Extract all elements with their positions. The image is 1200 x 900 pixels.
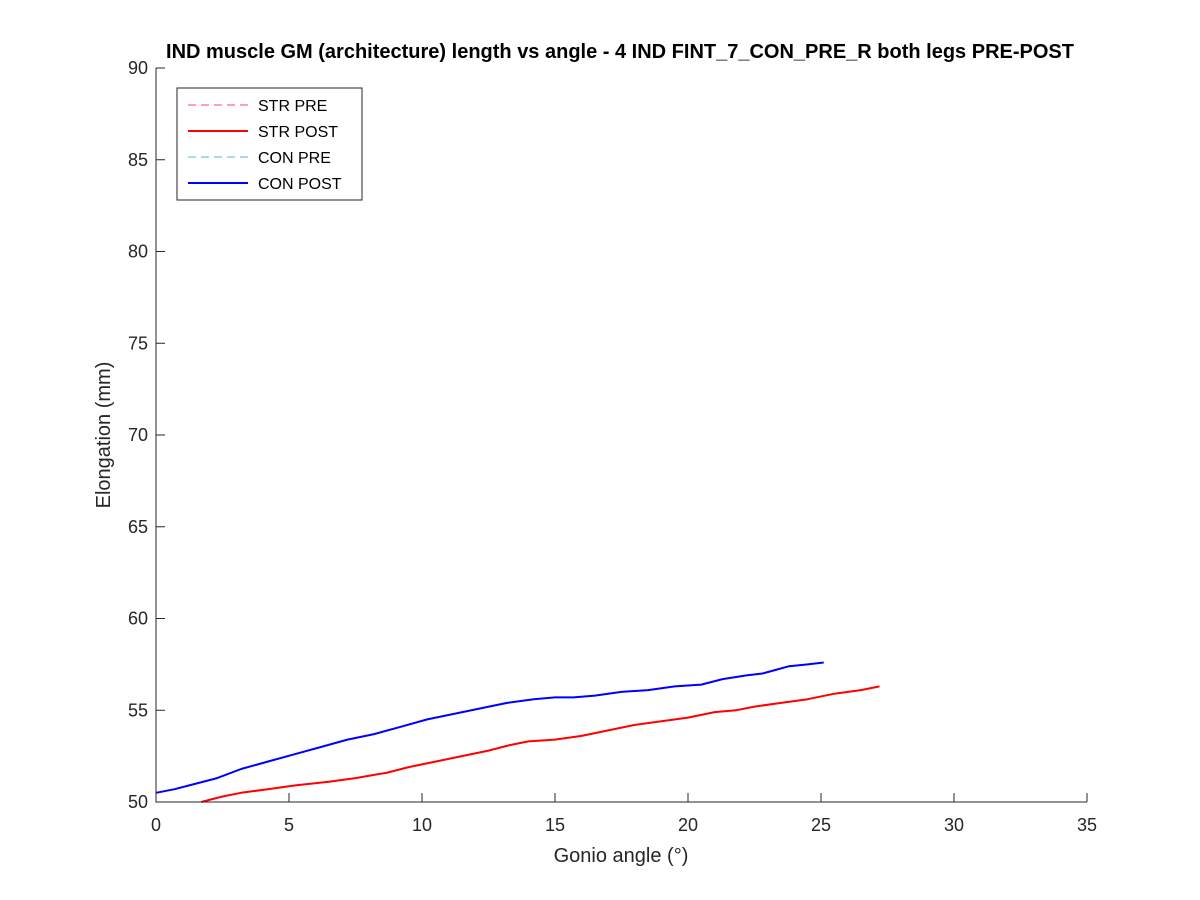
chart-title: IND muscle GM (architecture) length vs a…	[166, 41, 1074, 63]
legend-label-str-post: STR POST	[258, 124, 338, 141]
x-tick-label: 35	[1077, 815, 1097, 835]
x-tick-label: 25	[811, 815, 831, 835]
x-tick-label: 10	[412, 815, 432, 835]
y-tick-label: 90	[128, 58, 148, 78]
y-tick-label: 75	[128, 333, 148, 353]
x-tick-label: 30	[944, 815, 964, 835]
series-group	[155, 661, 880, 803]
y-tick-label: 65	[128, 517, 148, 537]
x-tick-label: 5	[284, 815, 294, 835]
y-tick-label: 50	[128, 792, 148, 812]
y-tick-label: 60	[128, 609, 148, 629]
x-tick-label: 15	[545, 815, 565, 835]
y-axis-label: Elongation (mm)	[93, 362, 115, 509]
y-tick-label: 70	[128, 425, 148, 445]
y-axis: 50 55 60 65 70 75 80 85 90	[128, 58, 165, 812]
x-tick-label: 20	[678, 815, 698, 835]
series-line-con-post	[155, 661, 824, 794]
x-axis-label: Gonio angle (°)	[554, 845, 689, 867]
series-line-str-post	[200, 685, 880, 803]
x-tick-label: 0	[151, 815, 161, 835]
legend-label-con-post: CON POST	[258, 176, 342, 193]
legend-label-str-pre: STR PRE	[258, 98, 327, 115]
y-tick-label: 55	[128, 700, 148, 720]
legend-label-con-pre: CON PRE	[258, 150, 331, 167]
x-axis: 0 5 10 15 20 25 30 35	[151, 793, 1097, 835]
legend-box	[176, 87, 363, 201]
y-tick-label: 80	[128, 242, 148, 262]
legend: STR PRE STR POST CON PRE CON POST	[176, 87, 363, 201]
y-tick-label: 85	[128, 150, 148, 170]
